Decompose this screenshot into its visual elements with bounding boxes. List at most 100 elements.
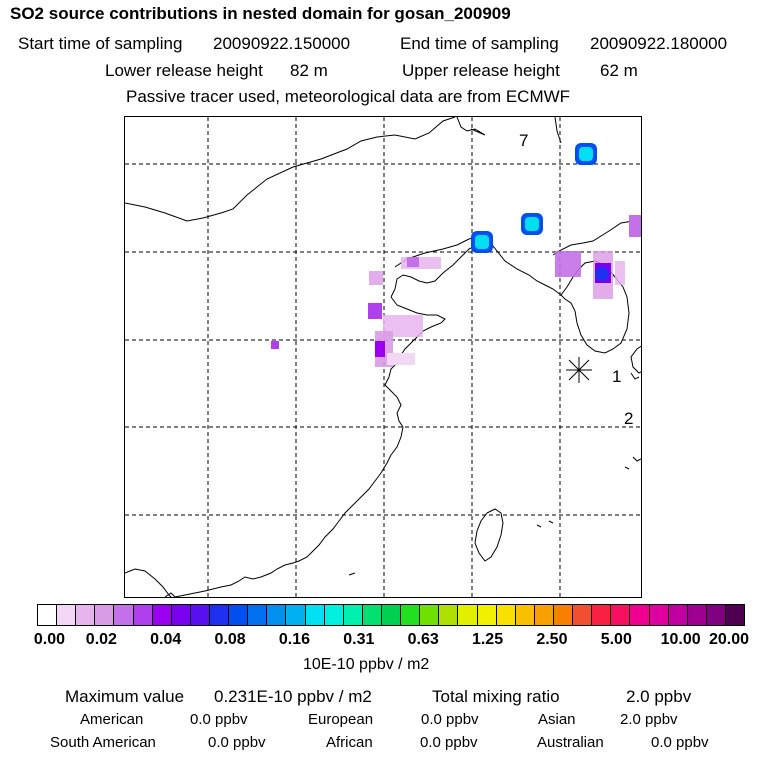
end-time-label: End time of sampling — [400, 34, 559, 53]
legend-swatch — [305, 605, 325, 625]
legend-swatch — [496, 605, 516, 625]
legend-swatch — [133, 605, 153, 625]
tracer-note: Passive tracer used, meteorological data… — [126, 87, 571, 106]
legend-tick-label: 2.50 — [536, 631, 568, 648]
legend-swatch — [362, 605, 382, 625]
max-value: 0.231E-10 ppbv / m2 — [214, 687, 372, 706]
so2-patch — [369, 271, 383, 285]
region-australian-label: Australian — [537, 734, 604, 751]
legend-tick-label: 5.00 — [600, 631, 632, 648]
legend-tick-label: 0.31 — [343, 631, 375, 648]
legend-tick-label: 0.63 — [407, 631, 439, 648]
region-european-label: European — [308, 711, 374, 728]
legend-swatch — [38, 605, 58, 625]
legend-swatch — [95, 605, 115, 625]
page-title: SO2 source contributions in nested domai… — [10, 4, 511, 23]
total-mixing-label: Total mixing ratio — [432, 687, 560, 706]
legend-swatch — [401, 605, 421, 625]
color-legend-ticks: 0.00 0.02 0.04 0.08 0.16 0.31 0.63 1.25 2.50 5.00… — [0, 631, 768, 651]
legend-swatch — [706, 605, 726, 625]
legend-swatch — [553, 605, 574, 625]
legend-tick-label: 0.00 — [33, 631, 66, 648]
so2-patch — [368, 303, 382, 319]
region-south-american-value: 0.0 ppbv — [208, 734, 266, 751]
map-marker-7: 7 — [519, 131, 529, 150]
so2-patch — [387, 353, 415, 365]
legend-swatch — [76, 605, 96, 625]
lower-height-value: 82 m — [290, 61, 328, 80]
legend-swatch — [534, 605, 554, 625]
start-time-value: 20090922.150000 — [213, 34, 351, 53]
map-marker-1: 1 — [612, 367, 622, 386]
legend-swatch — [630, 605, 650, 625]
legend-swatch — [171, 605, 191, 625]
legend-tick-label: 10.00 — [660, 631, 701, 648]
region-african-value: 0.0 ppbv — [420, 734, 478, 751]
legend-tick-label: 20.00 — [708, 631, 750, 648]
receptor-asterisk-icon — [566, 357, 592, 383]
color-legend-bar — [37, 604, 745, 626]
so2-hotspot — [579, 147, 593, 161]
map-marker-2: 2 — [624, 409, 634, 428]
region-asian-value: 2.0 ppbv — [620, 711, 678, 728]
legend-swatch — [439, 605, 459, 625]
legend-swatch — [267, 605, 287, 625]
map-panel: 7 1 2 — [124, 116, 642, 598]
so2-patch — [271, 341, 279, 349]
legend-swatch — [611, 605, 631, 625]
legend-swatch — [420, 605, 440, 625]
coastlines — [125, 117, 641, 597]
legend-swatch — [209, 605, 230, 625]
legend-swatch — [477, 605, 497, 625]
legend-swatch — [343, 605, 363, 625]
so2-patch — [629, 215, 641, 237]
legend-swatch — [573, 605, 593, 625]
legend-swatch — [687, 605, 707, 625]
so2-patch — [375, 341, 385, 357]
so2-patch — [555, 251, 581, 277]
max-value-label: Maximum value — [65, 687, 185, 706]
legend-tick-label: 0.02 — [85, 631, 117, 648]
region-australian-value: 0.0 ppbv — [651, 734, 709, 751]
legend-swatch — [515, 605, 535, 625]
legend-tick-label: 0.16 — [278, 631, 311, 648]
end-time-value: 20090922.180000 — [590, 34, 728, 53]
so2-patch — [407, 257, 419, 267]
legend-swatch — [668, 605, 688, 625]
legend-swatch — [381, 605, 402, 625]
upper-height-value: 62 m — [600, 61, 638, 80]
so2-contribution-patches — [271, 143, 641, 367]
region-european-value: 0.0 ppbv — [421, 711, 479, 728]
so2-patch — [595, 267, 609, 281]
region-asian-label: Asian — [538, 711, 576, 728]
legend-tick-label: 0.04 — [150, 631, 182, 648]
legend-swatch — [592, 605, 612, 625]
legend-swatch — [248, 605, 268, 625]
region-american-label: American — [80, 711, 144, 728]
lat-lon-grid — [125, 117, 641, 597]
legend-tick-label: 0.08 — [214, 631, 246, 648]
region-south-american-label: South American — [50, 734, 156, 751]
region-african-label: African — [326, 734, 373, 751]
legend-swatch — [286, 605, 306, 625]
so2-patch — [615, 261, 625, 285]
legend-swatch — [229, 605, 249, 625]
map-canvas — [125, 117, 641, 597]
total-mixing-value: 2.0 ppbv — [626, 687, 692, 706]
so2-hotspot — [475, 235, 489, 249]
so2-hotspot — [525, 217, 539, 231]
legend-swatch — [458, 605, 478, 625]
start-time-label: Start time of sampling — [18, 34, 183, 53]
legend-unit: 10E-10 ppbv / m2 — [303, 656, 430, 673]
legend-swatch — [190, 605, 210, 625]
region-american-value: 0.0 ppbv — [190, 711, 248, 728]
legend-tick-label: 1.25 — [471, 631, 504, 648]
legend-swatch — [649, 605, 669, 625]
legend-swatch — [57, 605, 77, 625]
lower-height-label: Lower release height — [105, 61, 263, 80]
legend-swatch — [324, 605, 344, 625]
legend-swatch — [152, 605, 172, 625]
upper-height-label: Upper release height — [402, 61, 560, 80]
legend-swatch — [114, 605, 134, 625]
legend-swatch — [725, 605, 745, 625]
